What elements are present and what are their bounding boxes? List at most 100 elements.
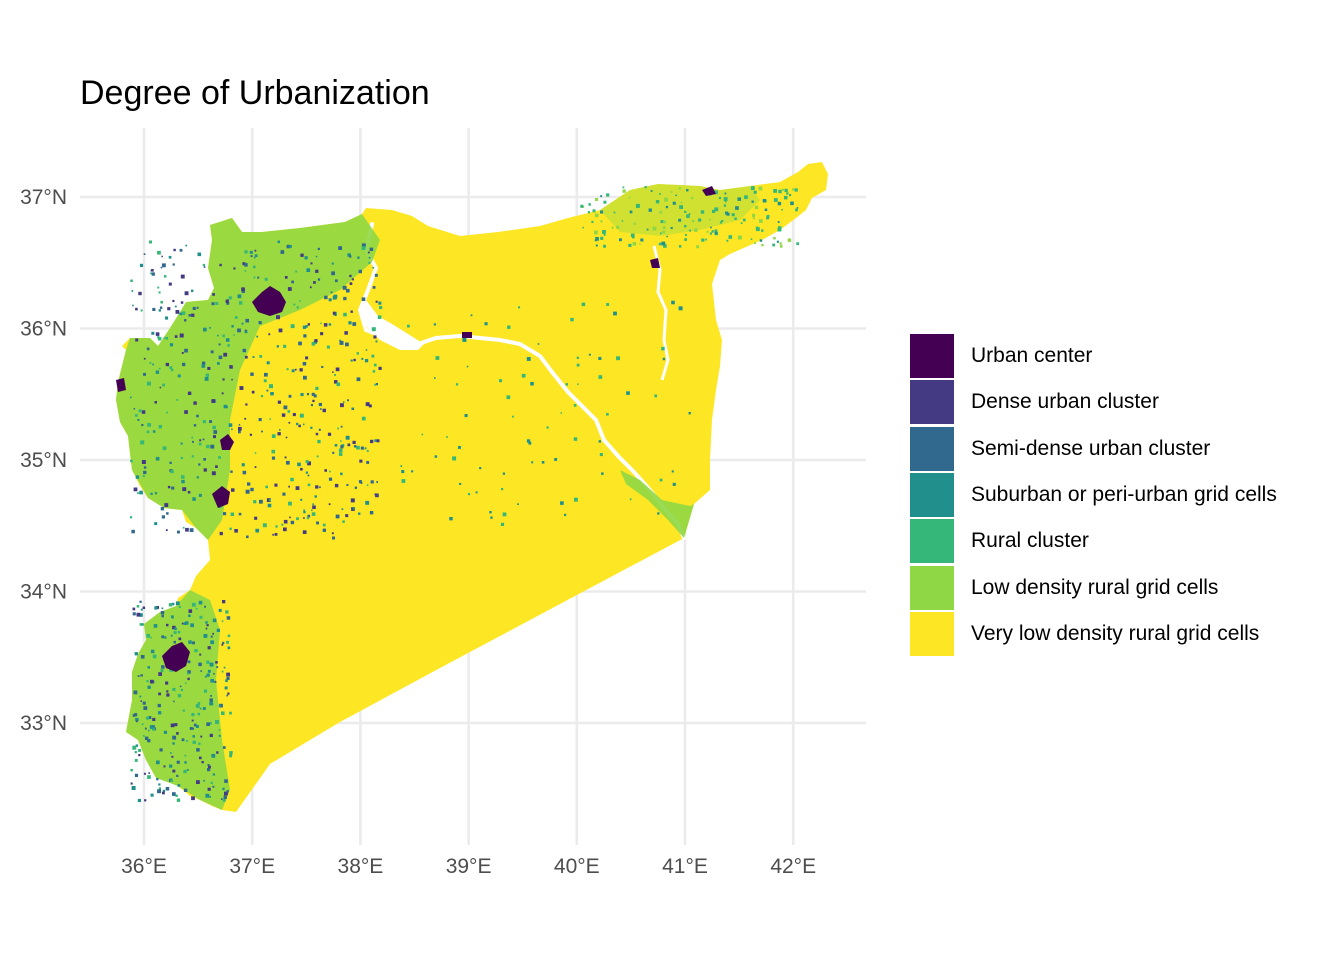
settlement-pixel xyxy=(130,459,133,463)
settlement-pixel xyxy=(303,517,305,519)
settlement-pixel xyxy=(684,210,687,213)
settlement-pixel xyxy=(188,614,191,617)
settlement-pixel xyxy=(227,646,231,650)
settlement-pixel xyxy=(761,244,764,247)
settlement-pixel xyxy=(159,306,163,309)
settlement-pixel xyxy=(154,522,158,526)
settlement-pixel xyxy=(161,635,165,639)
settlement-pixel xyxy=(187,677,190,681)
settlement-pixel xyxy=(726,212,730,216)
settlement-pixel xyxy=(317,278,321,281)
settlement-pixel xyxy=(622,189,626,193)
settlement-pixel xyxy=(137,492,139,494)
settlement-pixel xyxy=(314,495,317,498)
settlement-pixel xyxy=(161,607,164,610)
settlement-clusters xyxy=(130,186,800,803)
settlement-pixel xyxy=(143,372,146,376)
settlement-pixel xyxy=(249,433,252,436)
settlement-pixel xyxy=(281,523,284,526)
settlement-pixel xyxy=(143,772,146,775)
settlement-pixel xyxy=(731,213,735,217)
settlement-pixel xyxy=(366,450,369,452)
settlement-pixel xyxy=(199,707,202,710)
settlement-pixel xyxy=(199,756,202,760)
settlement-pixel xyxy=(375,300,378,303)
settlement-pixel xyxy=(462,337,467,342)
settlement-pixel xyxy=(500,522,505,526)
settlement-pixel xyxy=(141,424,144,427)
settlement-pixel xyxy=(210,350,214,354)
settlement-pixel xyxy=(212,773,215,776)
settlement-pixel xyxy=(132,612,136,616)
settlement-pixel xyxy=(341,508,344,510)
settlement-pixel xyxy=(679,205,683,209)
settlement-pixel xyxy=(151,272,155,276)
settlement-pixel xyxy=(205,373,209,377)
settlement-pixel xyxy=(336,382,341,387)
settlement-pixel xyxy=(698,218,702,222)
settlement-pixel xyxy=(140,655,145,659)
settlement-pixel xyxy=(311,509,313,512)
settlement-pixel xyxy=(658,242,662,246)
settlement-pixel xyxy=(233,267,236,270)
settlement-pixel xyxy=(666,235,668,238)
legend-swatch xyxy=(910,426,954,471)
settlement-pixel xyxy=(744,195,748,199)
settlement-pixel xyxy=(672,482,676,486)
settlement-pixel xyxy=(723,197,728,201)
settlement-pixel xyxy=(751,200,754,203)
settlement-pixel xyxy=(581,302,586,307)
settlement-pixel xyxy=(191,719,194,722)
settlement-pixel xyxy=(280,250,285,254)
settlement-pixel xyxy=(133,408,136,410)
settlement-pixel xyxy=(517,503,519,505)
settlement-pixel xyxy=(143,466,147,469)
settlement-pixel xyxy=(133,690,138,695)
settlement-pixel xyxy=(197,702,201,705)
settlement-pixel xyxy=(335,367,340,372)
settlement-pixel xyxy=(502,512,507,517)
settlement-pixel xyxy=(162,383,165,387)
settlement-pixel xyxy=(317,439,321,444)
settlement-pixel xyxy=(184,319,187,322)
legend-swatch xyxy=(910,334,954,379)
settlement-pixel xyxy=(132,304,134,307)
settlement-pixel xyxy=(187,670,191,674)
settlement-pixel xyxy=(160,611,165,615)
settlement-pixel xyxy=(192,727,194,730)
settlement-pixel xyxy=(723,204,727,207)
settlement-pixel xyxy=(777,201,782,206)
settlement-pixel xyxy=(373,335,377,339)
settlement-pixel xyxy=(650,190,653,192)
settlement-pixel xyxy=(652,226,657,231)
settlement-pixel xyxy=(130,782,133,785)
settlement-pixel xyxy=(160,669,164,673)
settlement-pixel xyxy=(521,373,526,378)
settlement-pixel xyxy=(686,189,689,192)
settlement-pixel xyxy=(171,486,175,490)
settlement-pixel xyxy=(200,670,202,672)
settlement-pixel xyxy=(214,680,217,683)
settlement-pixel xyxy=(140,608,143,611)
settlement-pixel xyxy=(368,256,371,259)
settlement-pixel xyxy=(369,247,374,251)
settlement-pixel xyxy=(401,470,405,474)
settlement-pixel xyxy=(352,322,357,326)
settlement-pixel xyxy=(294,368,297,371)
settlement-pixel xyxy=(212,293,215,296)
settlement-pixel xyxy=(180,274,185,279)
settlement-pixel xyxy=(672,201,676,205)
settlement-pixel xyxy=(286,368,289,371)
settlement-pixel xyxy=(212,785,215,788)
settlement-pixel xyxy=(475,491,478,494)
settlement-pixel xyxy=(728,235,733,239)
y-tick-label: 36°N xyxy=(20,318,67,341)
settlement-pixel xyxy=(434,377,436,379)
settlement-pixel xyxy=(338,246,342,250)
settlement-pixel xyxy=(334,380,338,384)
settlement-pixel xyxy=(661,241,666,246)
settlement-pixel xyxy=(174,627,177,631)
settlement-pixel xyxy=(183,622,187,625)
settlement-pixel xyxy=(577,383,579,385)
settlement-pixel xyxy=(310,404,313,407)
